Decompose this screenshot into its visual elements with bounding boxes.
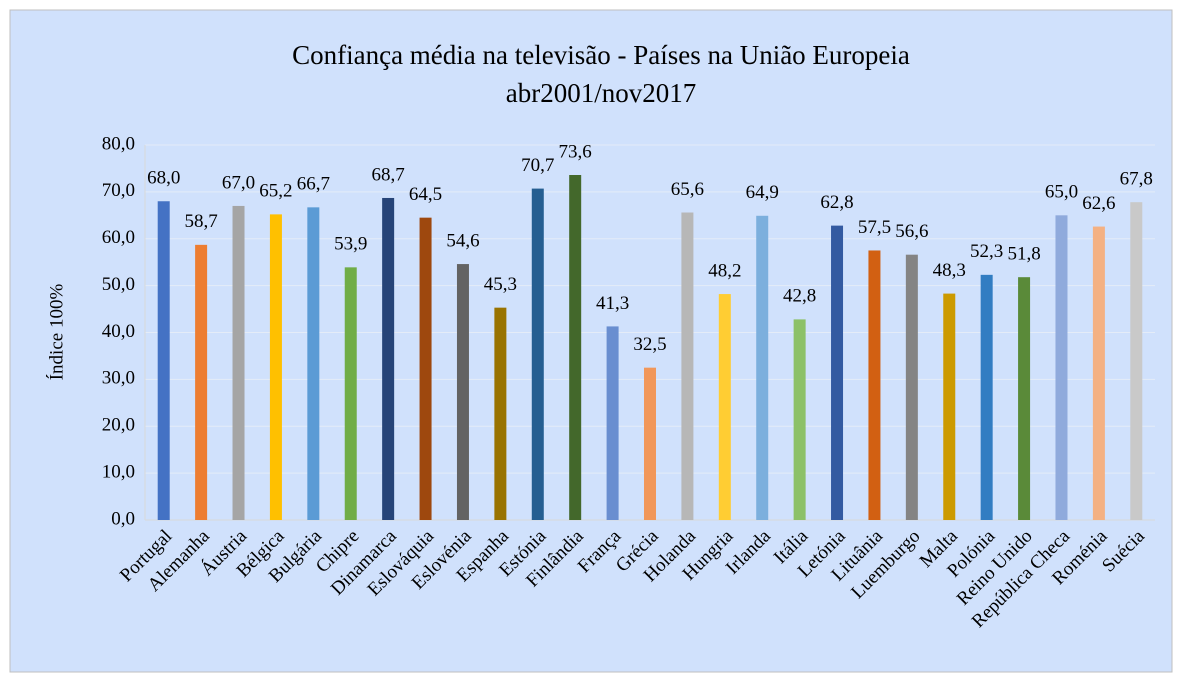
data-label: 65,2 <box>259 181 292 202</box>
y-tick-label: 20,0 <box>102 415 135 436</box>
bar <box>1092 226 1105 520</box>
data-label: 56,6 <box>895 221 928 242</box>
bar <box>195 244 208 520</box>
bar <box>681 212 694 520</box>
data-label: 42,8 <box>783 286 816 307</box>
data-label: 48,2 <box>708 260 741 281</box>
bar <box>644 367 656 520</box>
data-label: 48,3 <box>933 260 966 281</box>
bar <box>831 225 844 520</box>
data-label: 53,9 <box>334 234 367 255</box>
bar <box>494 307 507 520</box>
data-label: 57,5 <box>858 217 891 238</box>
y-tick-label: 40,0 <box>102 321 135 342</box>
data-label: 45,3 <box>484 274 517 295</box>
data-label: 51,8 <box>1007 244 1040 265</box>
data-label: 67,8 <box>1120 169 1153 190</box>
bar <box>980 274 993 520</box>
bar <box>756 215 769 520</box>
bar <box>1130 202 1143 520</box>
y-tick-label: 80,0 <box>102 133 135 154</box>
bar <box>531 188 544 520</box>
y-tick-label: 30,0 <box>102 368 135 389</box>
bar <box>157 201 170 520</box>
data-label: 68,7 <box>372 164 405 185</box>
bar <box>1055 215 1068 520</box>
data-label: 62,8 <box>820 192 853 213</box>
bar <box>718 294 731 520</box>
data-label: 66,7 <box>297 174 330 195</box>
data-label: 41,3 <box>596 293 629 314</box>
data-label: 62,6 <box>1082 193 1115 214</box>
y-axis-label: Índice 100% <box>45 284 67 381</box>
bar <box>793 319 806 520</box>
y-tick-label: 70,0 <box>102 180 135 201</box>
chart-title: Confiança média na televisão - Países na… <box>292 40 910 70</box>
data-label: 65,6 <box>671 179 704 200</box>
data-label: 52,3 <box>970 241 1003 262</box>
bar <box>419 217 432 520</box>
bar <box>232 205 245 520</box>
data-label: 65,0 <box>1045 182 1078 203</box>
data-label: 67,0 <box>222 172 255 193</box>
bar <box>606 326 619 520</box>
data-label: 64,5 <box>409 184 442 205</box>
data-label: 73,6 <box>559 141 592 162</box>
bar <box>382 197 395 520</box>
bar <box>307 207 320 520</box>
bar <box>868 250 881 520</box>
bar <box>1018 277 1031 520</box>
bar <box>905 254 918 520</box>
bar <box>269 214 282 520</box>
bar <box>569 175 582 520</box>
y-tick-label: 10,0 <box>102 461 135 482</box>
bar <box>456 264 469 520</box>
data-label: 64,9 <box>746 182 779 203</box>
data-label: 68,0 <box>147 168 180 189</box>
bar <box>344 267 357 520</box>
y-tick-label: 50,0 <box>102 274 135 295</box>
data-label: 54,6 <box>446 230 479 251</box>
y-tick-label: 60,0 <box>102 227 135 248</box>
chart-subtitle: abr2001/nov2017 <box>506 78 696 108</box>
data-label: 32,5 <box>633 334 666 355</box>
y-tick-label: 0,0 <box>111 508 135 529</box>
bar <box>943 293 956 520</box>
data-label: 58,7 <box>184 211 217 232</box>
data-label: 70,7 <box>521 155 554 176</box>
